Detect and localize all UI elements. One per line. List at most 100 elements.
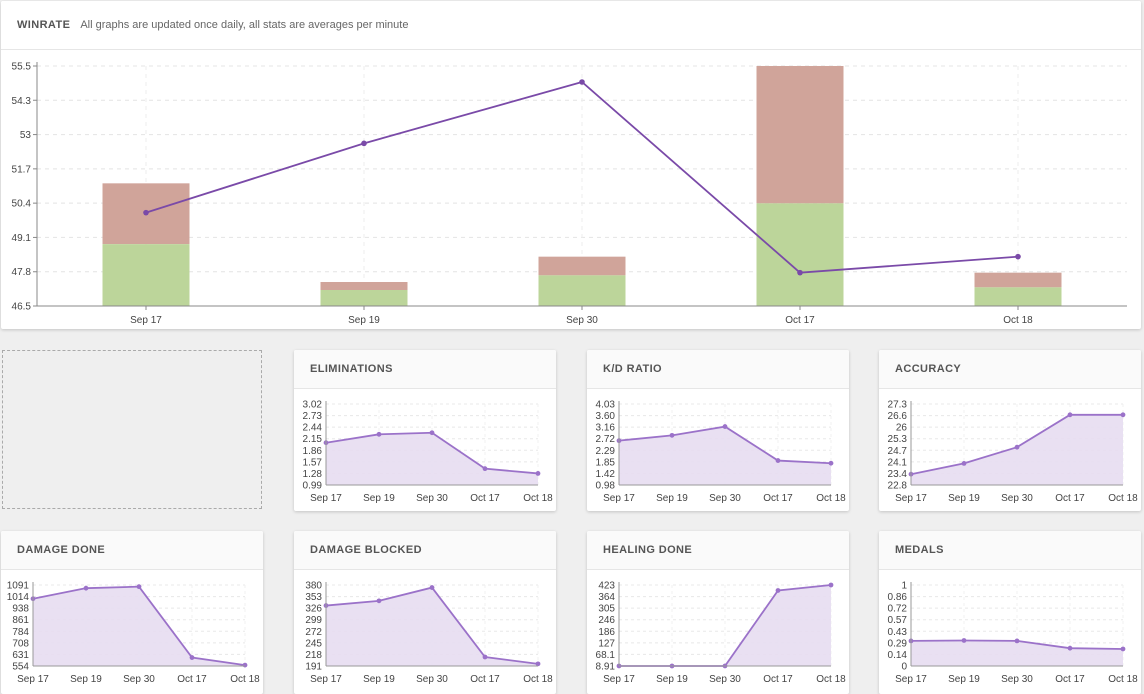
bar-loss — [974, 272, 1062, 288]
y-tick-label: 1014 — [7, 592, 30, 603]
y-tick-label: 0.57 — [888, 615, 908, 626]
damage-blocked-panel: DAMAGE BLOCKED 380 353 326 299 272 245 218 191 S… — [294, 531, 556, 694]
y-tick-label: 23.4 — [888, 469, 908, 480]
y-tick-label: 0 — [901, 662, 907, 673]
x-tick-label: Sep 30 — [1001, 674, 1033, 685]
data-point — [136, 584, 142, 590]
data-point — [535, 471, 541, 476]
y-tick-label: 2.73 — [303, 411, 323, 422]
area-fill — [326, 587, 538, 666]
y-tick-label: 49.1 — [12, 233, 32, 244]
x-tick-label: Sep 19 — [656, 493, 688, 504]
y-tick-label: 0.14 — [888, 650, 908, 661]
data-point — [961, 638, 967, 643]
x-tick-label: Oct 18 — [1108, 674, 1138, 685]
damage-blocked-header: DAMAGE BLOCKED — [294, 531, 556, 570]
y-tick-label: 938 — [12, 604, 29, 615]
y-tick-label: 305 — [598, 604, 615, 615]
y-tick-label: 1.86 — [303, 446, 323, 457]
y-tick-label: 24.7 — [888, 446, 908, 457]
x-tick-label: Oct 17 — [470, 493, 500, 504]
y-tick-label: 191 — [305, 662, 322, 673]
bar-loss — [320, 282, 408, 290]
y-tick-label: 0.86 — [888, 592, 908, 603]
x-tick-label: Oct 18 — [523, 493, 553, 504]
data-point — [1014, 444, 1020, 450]
y-tick-label: 784 — [12, 627, 29, 638]
data-point — [775, 458, 781, 463]
y-tick-label: 68.1 — [596, 650, 616, 661]
x-tick-label: Sep 30 — [123, 674, 155, 685]
bar-win — [538, 275, 626, 306]
y-tick-label: 25.3 — [888, 434, 908, 445]
bar-win — [756, 203, 844, 306]
medals-panel: MEDALS 1 0.86 0.72 0.57 0.43 0.29 0.14 0 Sep 17 S… — [879, 531, 1141, 694]
y-tick-label: 27.3 — [888, 400, 908, 411]
y-tick-label: 245 — [305, 638, 322, 649]
y-tick-label: 2.29 — [596, 446, 616, 457]
y-tick-label: 2.72 — [596, 434, 616, 445]
y-tick-label: 708 — [12, 638, 29, 649]
y-tick-label: 861 — [12, 615, 29, 626]
y-tick-label: 22.8 — [888, 481, 908, 492]
x-tick-label: Sep 30 — [709, 674, 741, 685]
damage-done-header: DAMAGE DONE — [1, 531, 263, 570]
y-tick-label: 246 — [598, 615, 615, 626]
kd-ratio-panel: K/D RATIO 4.03 3.60 3.16 2.72 2.29 1.85 1.42 0.… — [587, 350, 849, 511]
y-tick-label: 554 — [12, 662, 29, 673]
data-point — [669, 432, 675, 438]
y-tick-label: 47.8 — [12, 267, 32, 278]
y-tick-label: 353 — [305, 592, 322, 603]
x-tick-label: Sep 30 — [416, 493, 448, 504]
y-tick-label: 631 — [12, 650, 29, 661]
y-tick-label: 1091 — [7, 581, 30, 592]
accuracy-header: ACCURACY — [879, 350, 1141, 389]
data-point — [429, 585, 435, 590]
y-tick-label: 1 — [901, 581, 907, 592]
data-point — [83, 585, 89, 591]
kd-ratio-title: K/D RATIO — [603, 363, 663, 375]
y-tick-label: 1.57 — [303, 457, 323, 468]
y-tick-label: 3.02 — [303, 400, 323, 411]
x-tick-label: Oct 17 — [763, 674, 793, 685]
data-point — [775, 588, 781, 593]
winrate-point — [579, 79, 585, 85]
data-point — [828, 460, 834, 466]
eliminations-title: ELIMINATIONS — [310, 363, 393, 375]
y-tick-label: 0.72 — [888, 604, 908, 615]
winrate-panel: WINRATE All graphs are updated once dail… — [1, 1, 1141, 329]
damage-blocked-title: DAMAGE BLOCKED — [310, 544, 422, 556]
x-tick-label: Oct 17 — [1055, 493, 1085, 504]
x-tick-label: Oct 18 — [1108, 493, 1138, 504]
y-tick-label: 8.91 — [596, 662, 616, 673]
y-tick-label: 0.29 — [888, 638, 908, 649]
y-tick-label: 127 — [598, 638, 615, 649]
data-point — [242, 662, 248, 668]
x-tick-label: Sep 17 — [895, 674, 927, 685]
x-tick-label: Sep 30 — [1001, 493, 1033, 504]
x-tick-label: Sep 19 — [70, 674, 102, 685]
y-tick-label: 2.44 — [303, 423, 323, 434]
x-tick-label: Sep 19 — [656, 674, 688, 685]
damage-done-panel: DAMAGE DONE 1091 1014 938 861 784 708 631 554 Se… — [1, 531, 263, 694]
panel-title: WINRATE — [17, 19, 71, 31]
x-tick-label: Oct 17 — [1055, 674, 1085, 685]
y-tick-label: 364 — [598, 592, 615, 603]
data-point — [1067, 412, 1073, 418]
area-fill — [911, 640, 1123, 666]
y-tick-label: 1.28 — [303, 469, 323, 480]
y-tick-label: 4.03 — [596, 400, 616, 411]
area-fill — [619, 426, 831, 485]
data-point — [376, 598, 382, 604]
kd-ratio-header: K/D RATIO — [587, 350, 849, 389]
empty-placeholder-card — [2, 350, 262, 509]
y-tick-label: 218 — [305, 650, 322, 661]
bar-loss — [538, 256, 626, 276]
data-point — [828, 582, 834, 588]
